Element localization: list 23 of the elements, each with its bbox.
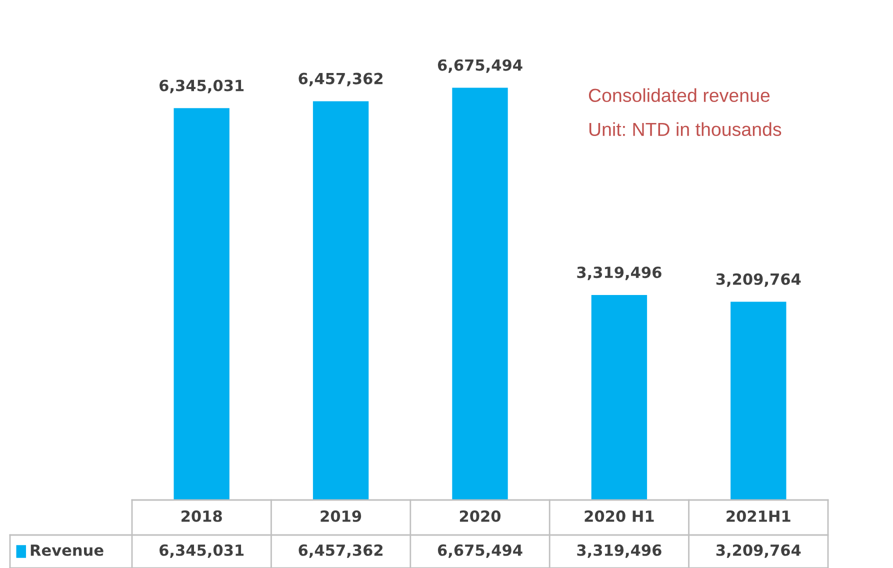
text: 6,675,494 — [438, 59, 522, 73]
bar — [591, 294, 648, 500]
data-label: 6,457,362 — [298, 544, 382, 558]
bar — [730, 302, 786, 500]
text: 3,319,496 — [577, 266, 662, 280]
text: 3,209,764 — [716, 273, 801, 287]
x-tick-label: 2020 — [460, 510, 501, 522]
x-tick-label: 2018 — [182, 510, 222, 522]
text: 6,345,031 — [160, 80, 244, 94]
x-tick-label: 2021H1 — [726, 510, 790, 522]
data-label: 3,209,764 — [716, 544, 801, 558]
data-label: 6,345,031 — [160, 544, 244, 558]
annotation: Unit: NTD in thousands — [589, 122, 782, 136]
text: 6,457,362 — [298, 72, 382, 86]
legend-label: Revenue — [30, 544, 104, 556]
annotation: Consolidated revenue — [588, 88, 770, 102]
bar — [312, 101, 369, 500]
data-label: 3,319,496 — [577, 544, 662, 558]
data-label: 6,675,494 — [438, 544, 522, 558]
x-tick-label: 2020 H1 — [584, 510, 654, 522]
x-tick-label: 2019 — [320, 510, 362, 522]
bar — [452, 88, 508, 500]
bar — [174, 108, 230, 500]
